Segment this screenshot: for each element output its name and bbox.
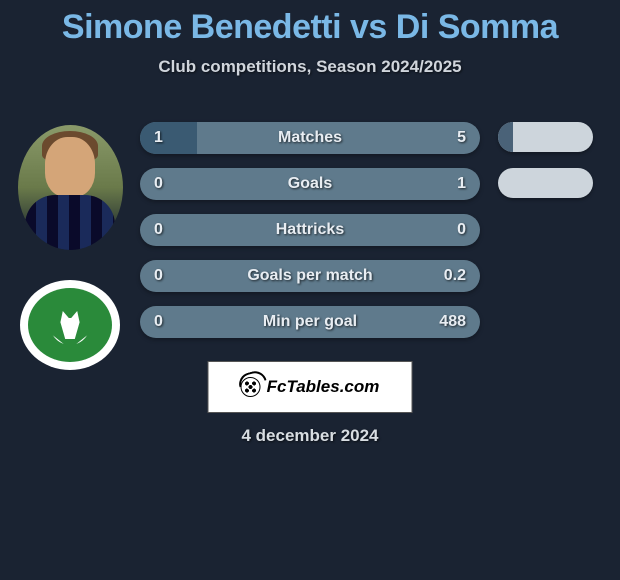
page-root: Simone Benedetti vs Di Somma Club compet… bbox=[0, 0, 620, 580]
player-avatar bbox=[18, 125, 123, 250]
stat-bar: 1Matches5 bbox=[140, 122, 480, 154]
avatar-jersey bbox=[25, 195, 115, 250]
soccer-ball-icon bbox=[241, 377, 261, 397]
stat-bar: 0Goals1 bbox=[140, 168, 480, 200]
stat-bars: 1Matches50Goals10Hattricks00Goals per ma… bbox=[140, 122, 480, 352]
share-pill bbox=[498, 122, 593, 152]
right-column-pills bbox=[490, 122, 600, 214]
stat-bar: 0Hattricks0 bbox=[140, 214, 480, 246]
stat-label: Hattricks bbox=[140, 221, 480, 239]
share-pill bbox=[498, 168, 593, 198]
stat-bar: 0Min per goal488 bbox=[140, 306, 480, 338]
stat-label: Goals per match bbox=[140, 267, 480, 285]
pill-fill-left bbox=[498, 122, 514, 152]
stat-label: Goals bbox=[140, 175, 480, 193]
stat-right-value: 5 bbox=[457, 129, 466, 147]
stat-label: Matches bbox=[140, 129, 480, 147]
stat-right-value: 488 bbox=[439, 313, 466, 331]
date-text: 4 december 2024 bbox=[0, 426, 620, 446]
brand-box[interactable]: FcTables.com bbox=[208, 361, 413, 413]
left-column bbox=[10, 125, 130, 370]
stat-label: Min per goal bbox=[140, 313, 480, 331]
stat-right-value: 0.2 bbox=[444, 267, 466, 285]
subtitle: Club competitions, Season 2024/2025 bbox=[0, 57, 620, 77]
page-title: Simone Benedetti vs Di Somma bbox=[0, 0, 620, 47]
brand-logo: FcTables.com bbox=[241, 377, 380, 397]
stat-right-value: 0 bbox=[457, 221, 466, 239]
swoosh-icon bbox=[237, 369, 267, 388]
stat-bar: 0Goals per match0.2 bbox=[140, 260, 480, 292]
club-badge bbox=[20, 280, 120, 370]
brand-text: FcTables.com bbox=[267, 377, 380, 397]
stat-right-value: 1 bbox=[457, 175, 466, 193]
avatar-head bbox=[45, 137, 95, 197]
